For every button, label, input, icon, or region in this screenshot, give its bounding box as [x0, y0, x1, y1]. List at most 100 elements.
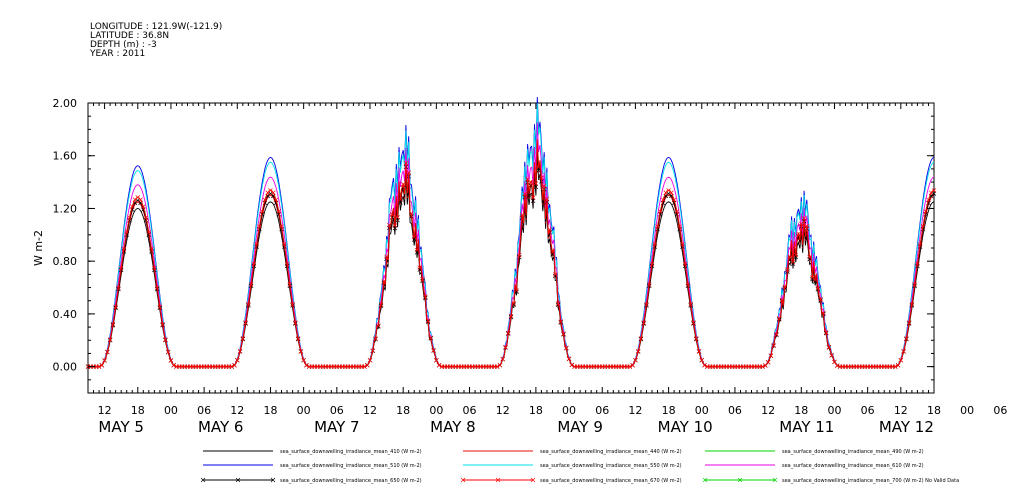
series-marker [373, 336, 378, 341]
series-marker [497, 362, 503, 368]
series-line [88, 143, 935, 368]
series-marker [243, 320, 248, 325]
series-marker [362, 364, 367, 369]
series-marker [688, 302, 693, 307]
series-marker [138, 197, 143, 202]
series-marker [641, 320, 646, 325]
series-marker [669, 190, 674, 196]
series-marker [387, 222, 392, 228]
series-marker [691, 320, 696, 325]
legend-label: sea_surface_downwelling_irradiance_mean_… [782, 463, 924, 469]
x-tick-label: 18 [263, 404, 277, 417]
legend-label: sea_surface_downwelling_irradiance_mean_… [540, 449, 682, 455]
series-marker [113, 304, 118, 310]
series-marker [702, 362, 707, 368]
series-marker [279, 224, 284, 229]
series-marker [774, 332, 779, 337]
series-marker [801, 216, 807, 221]
series-marker [818, 297, 823, 302]
series-marker [834, 363, 840, 368]
series-marker [494, 364, 500, 369]
series-marker [682, 261, 688, 267]
series-line [88, 145, 935, 368]
legend-marker [530, 477, 536, 483]
series-marker [904, 336, 909, 341]
x-tick-label: 06 [993, 404, 1007, 417]
x-tick-label: 18 [529, 404, 543, 417]
series-line [88, 139, 935, 368]
series-marker [505, 330, 511, 336]
series-marker [414, 247, 420, 253]
legend-label: sea_surface_downwelling_irradiance_mean_… [280, 478, 422, 484]
series-marker [630, 362, 635, 368]
x-tick-label: 06 [728, 404, 742, 417]
x-date-label: MAY 6 [198, 418, 244, 436]
series-marker [237, 348, 243, 354]
x-tick-label: 00 [562, 404, 576, 417]
series-marker [304, 362, 309, 368]
series-marker [536, 168, 541, 173]
series-marker [898, 357, 904, 363]
legend-label: sea_surface_downwelling_irradiance_mean_… [280, 463, 422, 469]
legend-marker [200, 477, 206, 483]
series-marker [102, 358, 107, 363]
series-marker [804, 223, 810, 229]
series-marker [807, 254, 812, 260]
series-marker [381, 278, 387, 284]
x-tick-label: 12 [230, 404, 244, 417]
series-marker [232, 362, 237, 368]
x-tick-label: 00 [297, 404, 311, 417]
series-marker [171, 363, 176, 368]
series-marker [552, 272, 558, 277]
series-marker [428, 335, 434, 341]
series-marker [254, 242, 259, 247]
x-tick-label: 12 [894, 404, 908, 417]
series-marker [284, 261, 290, 267]
series-marker [658, 209, 663, 214]
series-marker [514, 288, 519, 293]
series-layer [85, 96, 937, 369]
y-tick-label: 0.40 [53, 308, 78, 321]
x-tick-label: 06 [197, 404, 211, 417]
y-tick-label: 1.60 [53, 150, 78, 163]
series-marker [815, 285, 821, 291]
series-marker [141, 204, 146, 209]
series-marker [821, 310, 826, 316]
series-marker [674, 209, 680, 214]
x-tick-label: 12 [628, 404, 642, 417]
series-marker [558, 319, 564, 324]
series-marker [273, 197, 279, 203]
series-marker [768, 353, 774, 358]
series-marker [503, 345, 508, 350]
series-marker [660, 197, 666, 203]
x-tick-label: 18 [396, 404, 410, 417]
series-marker [301, 357, 306, 363]
series-marker [633, 357, 638, 363]
x-tick-label: 06 [861, 404, 875, 417]
series-marker [920, 224, 926, 229]
series-marker [500, 356, 505, 362]
series-marker [787, 255, 793, 260]
series-marker [168, 358, 174, 363]
series-marker [398, 197, 403, 202]
series-marker [627, 364, 633, 369]
series-marker [425, 318, 431, 324]
series-marker [917, 242, 923, 247]
x-date-label: MAY 8 [430, 418, 476, 436]
x-tick-label: 00 [827, 404, 841, 417]
series-marker [395, 215, 400, 220]
series-marker [763, 363, 768, 368]
series-marker [536, 164, 541, 170]
series-marker [163, 337, 168, 342]
series-marker [287, 282, 293, 287]
series-marker [384, 254, 389, 259]
x-tick-label: 18 [794, 404, 808, 417]
series-marker [431, 348, 436, 353]
series-marker [923, 209, 928, 214]
series-marker [127, 215, 132, 220]
series-marker [262, 197, 268, 203]
series-line [88, 154, 935, 368]
series-marker [677, 224, 682, 229]
x-tick-label: 18 [927, 404, 941, 417]
